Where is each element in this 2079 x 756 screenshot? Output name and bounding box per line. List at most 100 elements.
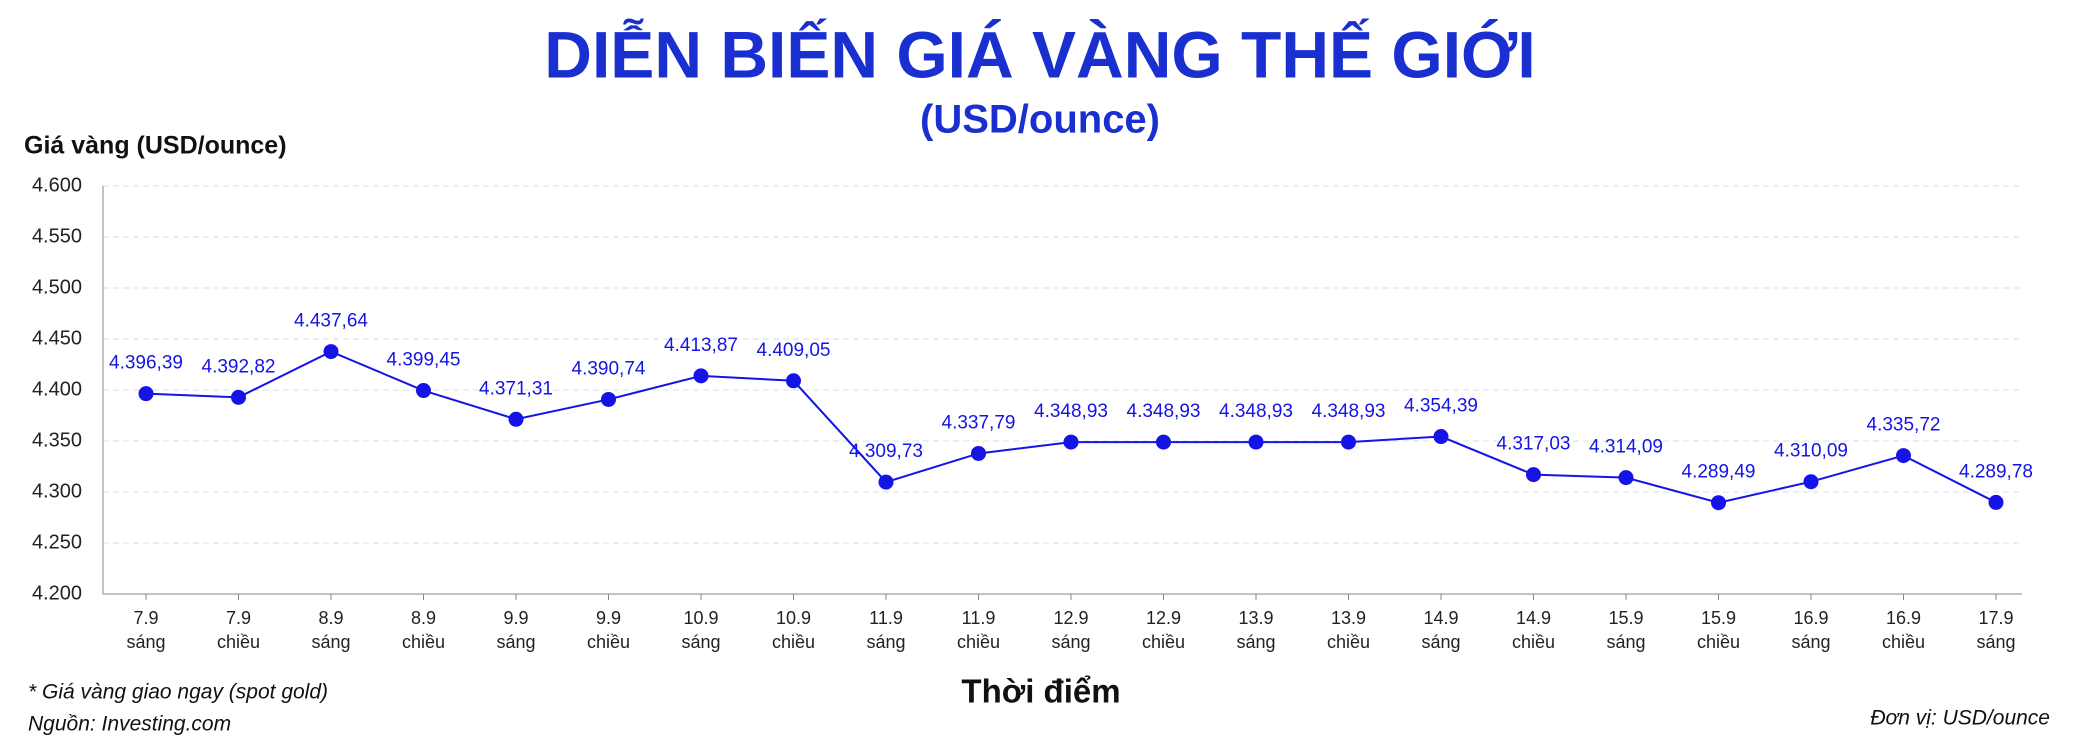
source: Nguồn: Investing.com <box>28 713 231 736</box>
x-tick-label: 17.9 <box>1978 608 2013 628</box>
x-tick-label: 13.9 <box>1331 608 1366 628</box>
y-tick-label: 4.350 <box>32 429 82 451</box>
value-label: 4.314,09 <box>1589 437 1663 458</box>
x-tick-label: chiều <box>1512 632 1555 652</box>
value-label: 4.335,72 <box>1867 415 1941 436</box>
point <box>1988 494 2004 510</box>
x-tick-label: chiều <box>1327 632 1370 652</box>
unit-note: Đơn vị: USD/ounce <box>1870 707 2050 730</box>
value-label: 4.289,78 <box>1959 461 2033 482</box>
point <box>1433 429 1449 445</box>
x-tick-label: sáng <box>1236 632 1275 652</box>
point <box>1526 467 1541 483</box>
value-label: 4.348,93 <box>1034 401 1108 422</box>
x-tick-label: 16.9 <box>1793 608 1828 628</box>
value-label: 4.371,31 <box>479 378 553 399</box>
x-tick-label: chiều <box>772 632 815 652</box>
x-tick-label: 7.9 <box>226 608 251 628</box>
x-tick-label: sáng <box>1976 632 2015 652</box>
x-tick-label: 15.9 <box>1608 608 1643 628</box>
chart-title: DIỄN BIẾN GIÁ VÀNG THẾ GIỚI <box>544 17 1535 91</box>
y-tick-label: 4.500 <box>32 276 82 298</box>
x-tick-label: sáng <box>126 632 165 652</box>
point <box>693 368 709 384</box>
point <box>1896 448 1911 464</box>
value-label: 4.337,79 <box>942 412 1016 433</box>
value-label: 4.310,09 <box>1774 441 1848 462</box>
point <box>1156 434 1171 450</box>
value-label: 4.413,87 <box>664 335 738 356</box>
y-tick-label: 4.200 <box>32 582 82 604</box>
x-tick-label: sáng <box>1791 632 1830 652</box>
y-tick-label: 4.600 <box>32 174 82 196</box>
x-tick-label: 9.9 <box>503 608 528 628</box>
x-tick-label: 14.9 <box>1516 608 1551 628</box>
point <box>786 373 801 389</box>
x-tick-label: 16.9 <box>1886 608 1921 628</box>
point <box>231 389 246 405</box>
value-label: 4.396,39 <box>109 353 183 374</box>
value-label: 4.437,64 <box>294 311 368 332</box>
y-tick-label: 4.550 <box>32 225 82 247</box>
point <box>138 386 154 402</box>
x-tick-label: chiều <box>402 632 445 652</box>
y-tick-label: 4.400 <box>32 378 82 400</box>
x-tick-label: chiều <box>1882 632 1925 652</box>
x-tick-label: 10.9 <box>776 608 811 628</box>
x-tick-label: sáng <box>1606 632 1645 652</box>
x-tick-label: sáng <box>866 632 905 652</box>
x-tick-label: sáng <box>1051 632 1090 652</box>
x-tick-label: sáng <box>311 632 350 652</box>
chart-subtitle: (USD/ounce) <box>920 98 1160 142</box>
point <box>971 445 986 461</box>
x-tick-label: sáng <box>1421 632 1460 652</box>
x-tick-label: chiều <box>217 632 260 652</box>
point <box>323 344 339 360</box>
point <box>878 474 894 490</box>
x-tick-label: 15.9 <box>1701 608 1736 628</box>
x-tick-label: chiều <box>1697 632 1740 652</box>
value-label: 4.348,93 <box>1219 401 1293 422</box>
y-tick-label: 4.250 <box>32 531 82 553</box>
value-label: 4.348,93 <box>1127 401 1201 422</box>
value-label: 4.354,39 <box>1404 396 1478 417</box>
x-tick-label: 11.9 <box>869 608 903 628</box>
x-tick-label: sáng <box>496 632 535 652</box>
value-label: 4.409,05 <box>757 340 831 361</box>
point <box>1248 434 1264 450</box>
x-tick-label: 11.9 <box>962 608 996 628</box>
y-axis-label: Giá vàng (USD/ounce) <box>24 132 287 160</box>
point <box>1618 470 1634 486</box>
y-tick-label: 4.450 <box>32 327 82 349</box>
y-tick-label: 4.300 <box>32 480 82 502</box>
point <box>416 383 431 399</box>
x-tick-label: 13.9 <box>1238 608 1273 628</box>
x-tick-label: chiều <box>957 632 1000 652</box>
value-label: 4.348,93 <box>1312 401 1386 422</box>
point <box>1711 495 1726 511</box>
value-label: 4.317,03 <box>1497 434 1571 455</box>
x-tick-label: 14.9 <box>1423 608 1458 628</box>
x-tick-label: chiều <box>1142 632 1185 652</box>
x-tick-label: 8.9 <box>318 608 343 628</box>
point <box>508 411 524 427</box>
x-tick-label: 8.9 <box>411 608 436 628</box>
value-label: 4.289,49 <box>1682 462 1756 483</box>
x-tick-label: 10.9 <box>683 608 718 628</box>
point <box>1803 474 1819 490</box>
x-tick-label: sáng <box>681 632 720 652</box>
x-tick-label: 9.9 <box>596 608 621 628</box>
x-tick-label: chiều <box>587 632 630 652</box>
value-label: 4.399,45 <box>387 350 461 371</box>
value-label: 4.390,74 <box>572 358 646 379</box>
point <box>1063 434 1079 450</box>
note: * Giá vàng giao ngay (spot gold) <box>28 681 328 704</box>
value-label: 4.392,82 <box>202 356 276 377</box>
x-axis-label: Thời điểm <box>961 673 1120 710</box>
x-tick-label: 7.9 <box>133 608 158 628</box>
point <box>1341 434 1356 450</box>
x-tick-label: 12.9 <box>1053 608 1088 628</box>
value-label: 4.309,73 <box>849 441 923 462</box>
point <box>601 391 616 407</box>
